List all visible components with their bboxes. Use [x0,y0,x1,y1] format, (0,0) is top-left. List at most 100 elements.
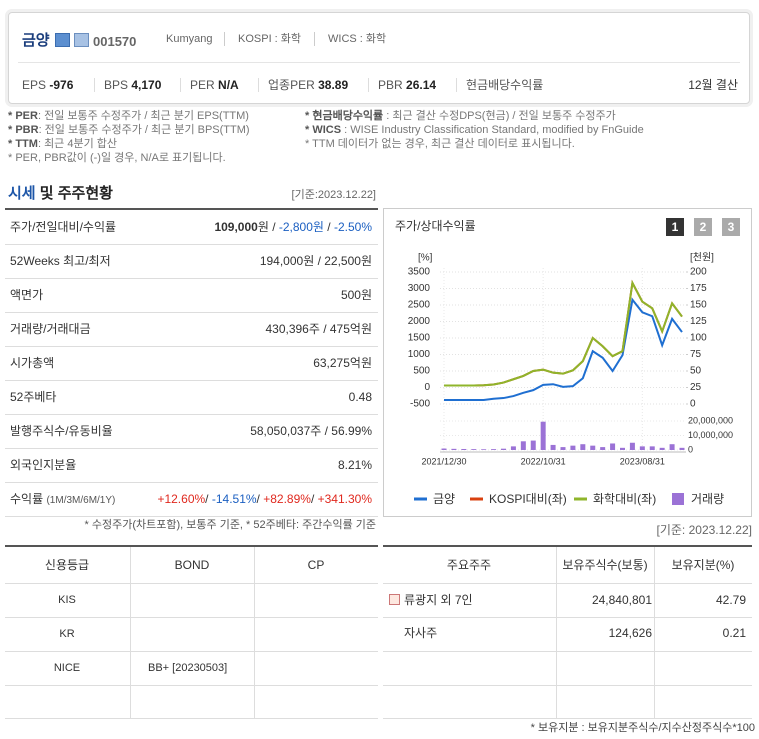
note-text: : 전일 보통주 수정주가 / 최근 분기 BPS(TTM) [38,123,250,136]
y2-tick-label: 125 [690,316,707,327]
market: KOSPI : 화학 [238,32,302,45]
chart-button-label[interactable]: 2 [700,220,707,234]
y3-tick-label: 0 [688,444,693,454]
row-label: 52Weeks 최고/최저 [10,255,111,267]
note-text: : 전일 보통주 수정주가 / 최근 분기 EPS(TTM) [37,109,249,122]
sep [180,78,181,92]
row-line [5,651,378,652]
chart-button[interactable] [694,218,712,236]
note-term: * TTM [8,137,38,150]
row-label-text: 52Weeks 최고/최저 [10,254,111,268]
holders-date: [기준: 2023.12.22] [656,523,752,537]
y-tick-label: 2000 [408,316,431,327]
row-value: 430,396주 / 475억원 [265,323,372,335]
chart-button-label[interactable]: 3 [728,220,735,234]
row-value: +12.60%/ -14.51%/ +82.89%/ +341.30% [157,493,372,505]
row-label: 수익률 (1M/3M/6M/1Y) [10,493,115,506]
rating-cell: KIS [58,593,76,606]
chart-button-label[interactable]: 1 [672,220,679,234]
row-line [383,651,752,652]
col-line [556,547,557,718]
series-line [444,297,683,402]
metric: EPS -976 [22,79,73,91]
volume-bar [590,445,596,450]
row-line [5,617,378,618]
y-tick-label: 3000 [408,283,431,294]
row-value-part: 500원 [340,288,372,302]
legend-swatch [672,493,684,505]
row-value-part: / [310,492,318,506]
volume-bar [679,447,685,450]
volume-bar [451,448,457,450]
row-label-text: 52주베타 [10,390,57,404]
metric-label: BPS [104,78,129,92]
row-value-part: +341.30% [317,492,372,506]
note: * PER, PBR값이 (-)일 경우, N/A로 표기됩니다. [8,151,226,164]
volume-bar [550,444,556,450]
sep [224,32,225,46]
y-tick-label: 1000 [408,349,431,360]
row-value: 8.21% [338,459,372,471]
y-tick-label: 1500 [408,333,431,344]
header-divider [18,62,740,63]
metric: 현금배당수익률 [466,79,543,91]
row-label: 액면가 [10,289,43,301]
y-tick-label: 0 [424,382,430,393]
volume-bar [620,447,625,450]
y2-tick-label: 175 [690,283,707,294]
row-line [5,244,378,245]
row-line [5,312,378,313]
chart-button[interactable] [722,218,740,236]
y-axis-label: [%] [418,253,433,264]
metric-label: PBR [378,78,403,92]
row-label: 발행주식수/유동비율 [10,425,113,437]
volume-bar [510,446,516,450]
x-tick-label: 2023/08/31 [620,456,665,466]
y2-axis-label: [천원] [690,252,714,264]
x-tick-label: 2022/10/31 [521,456,566,466]
section-title: 시세 및 주주현황 [8,186,113,201]
volume-bar [540,421,546,450]
holders-note: * 보유지분 : 보유지분주식수/지수산정주식수*100 [530,721,755,734]
company-name: 금양 [22,31,50,49]
volume-bar [441,448,447,450]
y2-tick-label: 100 [690,333,707,344]
row-line [5,414,378,415]
table-top [5,208,378,210]
rating-header: BOND [174,558,210,572]
note-term: * WICS [305,123,342,136]
holder-shares: 24,840,801 [591,593,652,607]
chart-button[interactable] [666,218,684,236]
row-line [5,278,378,279]
y3-tick-label: 10,000,000 [688,430,733,440]
y2-tick-label: 75 [690,349,702,360]
volume-bar [629,442,635,450]
row-value-part: +82.89% [263,492,311,506]
volume-bar [649,446,655,450]
eng-name: Kumyang [166,32,213,45]
expand-icon[interactable] [389,594,400,605]
metric-value: N/A [218,78,239,92]
row-line [5,346,378,347]
row-value: 58,050,037주 / 56.99% [250,425,372,437]
row-line [5,516,378,517]
metric-label: 현금배당수익률 [466,78,544,92]
row-line [5,380,378,381]
y2-tick-label: 150 [690,300,707,311]
volume-bar [570,445,576,450]
row-label: 52주베타 [10,391,56,403]
row-value-part: 8.21% [337,458,372,472]
rating-top [5,545,378,547]
sep [258,78,259,92]
series-line [444,279,683,387]
row-label-text: 시가총액 [10,356,55,370]
rating-header: CP [307,558,325,572]
row-value: 194,000원 / 22,500원 [260,255,372,267]
volume-bar [610,443,616,450]
note-text: * PER, PBR값이 (-)일 경우, N/A로 표기됩니다. [8,151,226,164]
row-label: 외국인지분율 [10,459,76,471]
row-sublabel: (1M/3M/6M/1Y) [46,495,116,506]
chart-panel [383,208,752,517]
row-line [383,617,752,618]
sep [314,32,315,46]
